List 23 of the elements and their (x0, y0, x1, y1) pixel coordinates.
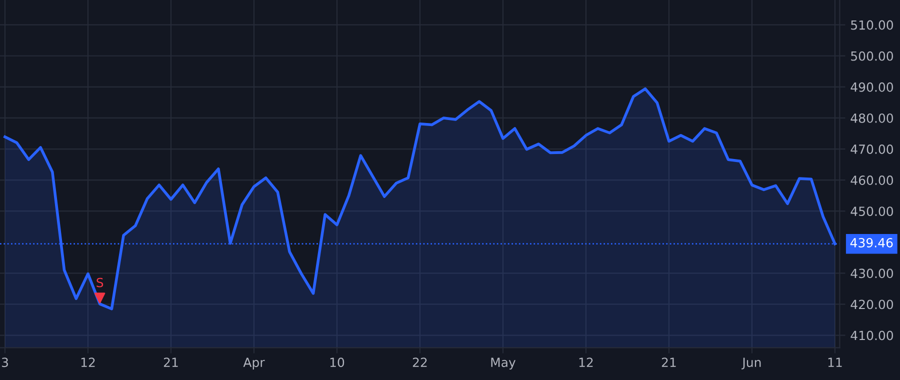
y-tick-label: 410.00 (850, 330, 894, 340)
x-tick-label: Apr (243, 358, 265, 370)
x-tick-label: 11 (828, 358, 842, 367)
y-tick-label: 500.00 (851, 51, 894, 61)
x-tick-label: 21 (164, 358, 178, 367)
y-tick-label: 510.00 (851, 20, 894, 30)
y-tick-label: 470.00 (850, 144, 894, 154)
y-tick-label: 420.00 (850, 300, 894, 310)
x-tick-label: 21 (662, 358, 676, 367)
x-tick-label: 12 (81, 358, 95, 367)
series-label: S (96, 278, 104, 288)
y-tick-label: 480.00 (850, 113, 894, 123)
ref-line-label: 439.46 (850, 238, 893, 248)
y-tick-label: 430.00 (850, 268, 894, 278)
x-tick-label: May (491, 358, 516, 370)
y-tick-label: 460.00 (850, 176, 894, 185)
x-tick-label: 10 (330, 358, 344, 368)
x-tick-label: Jun (742, 358, 761, 370)
x-tick-label: 22 (412, 358, 427, 367)
x-tick-label: 12 (579, 358, 593, 367)
x-tick-label: 3 (2, 358, 8, 368)
y-tick-label: 450.00 (850, 206, 894, 216)
y-tick-label: 490.00 (850, 82, 894, 92)
